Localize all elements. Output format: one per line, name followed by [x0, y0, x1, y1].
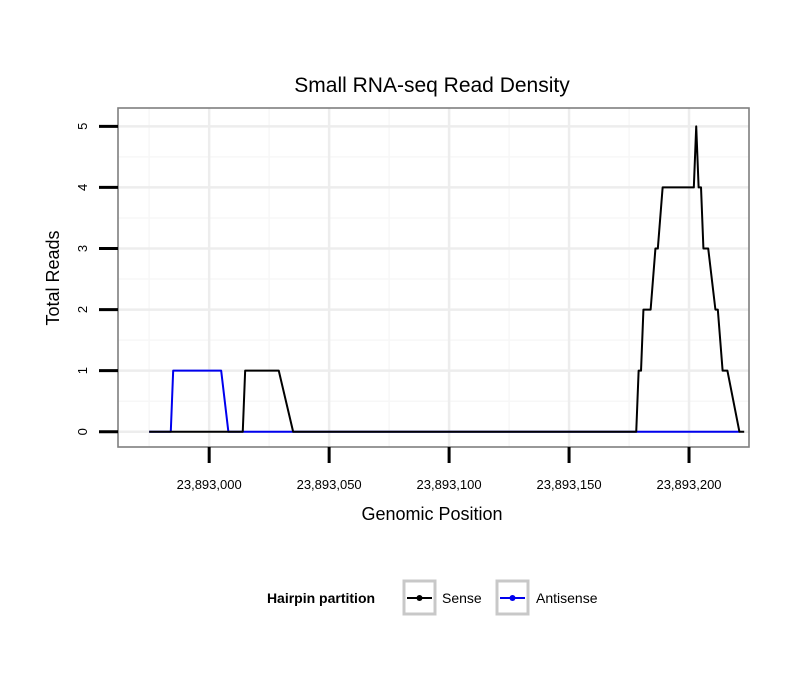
legend-marker-sense [416, 595, 423, 601]
legend-entry-antisense: Antisense [495, 579, 598, 616]
plot-panel [118, 108, 749, 447]
legend-label-sense: Sense [442, 590, 482, 606]
x-axis-title: Genomic Position [361, 504, 502, 524]
legend-marker-antisense [509, 595, 516, 601]
y-axis-title: Total Reads [43, 230, 63, 325]
legend-label-antisense: Antisense [536, 590, 598, 606]
legend-title: Hairpin partition [267, 590, 375, 606]
x-tick-label-4: 23,893,200 [656, 477, 721, 492]
legend-entry-sense: Sense [402, 579, 482, 616]
y-tick-label-3: 3 [75, 245, 90, 252]
chart-title: Small RNA-seq Read Density [294, 74, 570, 97]
x-tick-label-1: 23,893,050 [297, 477, 362, 492]
series-line-sense [149, 125, 745, 433]
x-axis: 23,893,000 23,893,050 23,893,100 23,893,150… [177, 447, 722, 492]
x-tick-label-0: 23,893,000 [177, 477, 242, 492]
y-tick-label-0: 0 [75, 428, 90, 435]
y-tick-label-5: 5 [75, 123, 90, 130]
legend: Hairpin partition Sense Antisense [267, 579, 598, 616]
y-tick-label-2: 2 [75, 306, 90, 313]
y-tick-label-4: 4 [75, 184, 90, 191]
grid-lines [118, 108, 749, 447]
series-layer [149, 125, 745, 433]
plot-border [117, 107, 750, 448]
y-axis: 0 1 2 3 4 5 [75, 123, 118, 435]
x-tick-label-3: 23,893,150 [537, 477, 602, 492]
y-tick-label-1: 1 [75, 367, 90, 374]
x-tick-label-2: 23,893,100 [417, 477, 482, 492]
